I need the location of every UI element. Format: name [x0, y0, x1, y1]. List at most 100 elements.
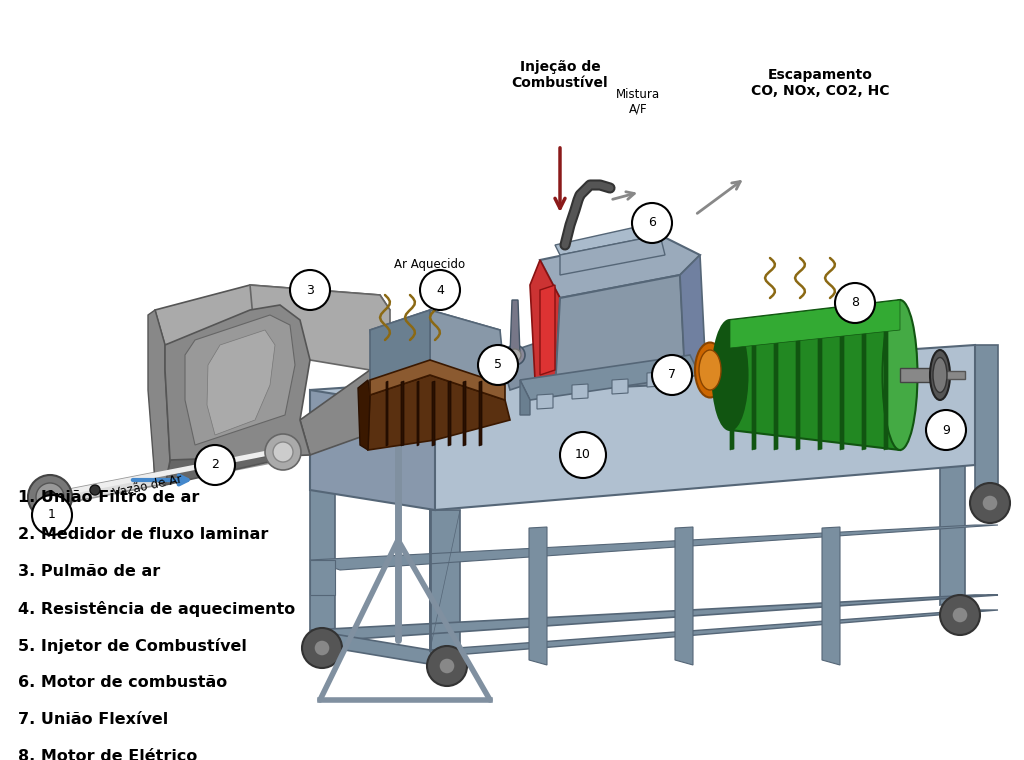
Circle shape [439, 658, 455, 674]
Polygon shape [479, 381, 482, 446]
Polygon shape [463, 381, 466, 446]
Circle shape [420, 270, 460, 310]
Polygon shape [150, 370, 170, 485]
Polygon shape [432, 381, 435, 446]
Polygon shape [590, 325, 610, 360]
Polygon shape [840, 321, 844, 450]
Circle shape [560, 432, 606, 478]
Text: 1: 1 [48, 508, 56, 521]
Polygon shape [155, 285, 390, 345]
Polygon shape [540, 235, 700, 298]
Polygon shape [370, 310, 430, 395]
Polygon shape [520, 355, 700, 400]
Text: 4. Resistência de aquecimento: 4. Resistência de aquecimento [18, 601, 295, 617]
Circle shape [632, 203, 672, 243]
Circle shape [302, 628, 342, 668]
Circle shape [505, 345, 525, 365]
Text: 8. Motor de Elétrico: 8. Motor de Elétrico [18, 749, 198, 760]
Text: Vazão de Ar: Vazão de Ar [113, 473, 183, 500]
Polygon shape [510, 300, 520, 355]
Text: 6: 6 [648, 217, 656, 230]
Polygon shape [752, 321, 756, 450]
Circle shape [926, 410, 966, 450]
Polygon shape [401, 381, 404, 446]
Circle shape [940, 595, 980, 635]
Circle shape [427, 646, 467, 686]
Ellipse shape [695, 343, 725, 397]
Polygon shape [185, 315, 295, 445]
Polygon shape [165, 400, 390, 485]
Polygon shape [647, 372, 663, 387]
Polygon shape [884, 321, 888, 450]
Polygon shape [500, 325, 600, 390]
Text: 2. Medidor de fluxo laminar: 2. Medidor de fluxo laminar [18, 527, 268, 542]
Polygon shape [540, 285, 555, 375]
Circle shape [28, 475, 72, 519]
Polygon shape [368, 405, 428, 420]
Polygon shape [148, 310, 170, 485]
Polygon shape [449, 381, 451, 446]
Circle shape [982, 495, 998, 511]
Polygon shape [430, 310, 505, 380]
Polygon shape [250, 285, 390, 370]
Polygon shape [774, 321, 778, 450]
Circle shape [478, 345, 518, 385]
Polygon shape [310, 490, 335, 630]
Circle shape [970, 483, 1010, 523]
Polygon shape [940, 460, 965, 605]
Polygon shape [675, 527, 693, 665]
Polygon shape [430, 610, 998, 655]
Ellipse shape [699, 350, 721, 390]
Circle shape [273, 442, 293, 462]
Polygon shape [818, 321, 822, 450]
Polygon shape [417, 381, 419, 446]
Polygon shape [730, 300, 900, 348]
Circle shape [952, 607, 968, 623]
Polygon shape [55, 448, 282, 497]
Polygon shape [165, 305, 310, 460]
Polygon shape [430, 510, 460, 650]
Polygon shape [555, 275, 685, 390]
Polygon shape [537, 394, 553, 409]
Polygon shape [310, 390, 435, 510]
Text: 8: 8 [851, 296, 859, 309]
Text: Injeção de
Combustível: Injeção de Combustível [512, 60, 608, 90]
Circle shape [265, 434, 301, 470]
Text: 5: 5 [494, 359, 502, 372]
Circle shape [195, 445, 234, 485]
Ellipse shape [713, 320, 748, 430]
Polygon shape [310, 560, 335, 595]
Polygon shape [730, 300, 900, 450]
Polygon shape [940, 371, 965, 379]
Text: 5. Injetor de Combustível: 5. Injetor de Combustível [18, 638, 247, 654]
Polygon shape [730, 321, 734, 450]
Polygon shape [358, 380, 370, 450]
Polygon shape [370, 360, 505, 400]
Polygon shape [386, 381, 388, 446]
Text: 7. União Flexível: 7. União Flexível [18, 712, 168, 727]
Text: 1. União Filtro de ar: 1. União Filtro de ar [18, 490, 200, 505]
Circle shape [652, 355, 692, 395]
Text: Mistura
A/F: Mistura A/F [616, 88, 660, 116]
Text: 2: 2 [211, 458, 219, 471]
Polygon shape [680, 255, 705, 375]
Circle shape [509, 349, 521, 361]
Polygon shape [822, 527, 840, 665]
Ellipse shape [930, 350, 950, 400]
Ellipse shape [933, 357, 947, 392]
Polygon shape [310, 630, 435, 665]
Polygon shape [612, 379, 628, 394]
Polygon shape [555, 225, 660, 255]
Text: 6. Motor de combustão: 6. Motor de combustão [18, 675, 227, 690]
Text: 10: 10 [575, 448, 591, 461]
Polygon shape [530, 260, 560, 390]
Circle shape [32, 495, 72, 535]
Polygon shape [572, 384, 588, 399]
Text: Ar Aquecido: Ar Aquecido [394, 258, 466, 271]
Circle shape [314, 640, 330, 656]
Circle shape [290, 270, 330, 310]
Circle shape [44, 491, 56, 503]
Polygon shape [310, 345, 975, 510]
Polygon shape [310, 595, 998, 640]
Polygon shape [310, 525, 998, 570]
